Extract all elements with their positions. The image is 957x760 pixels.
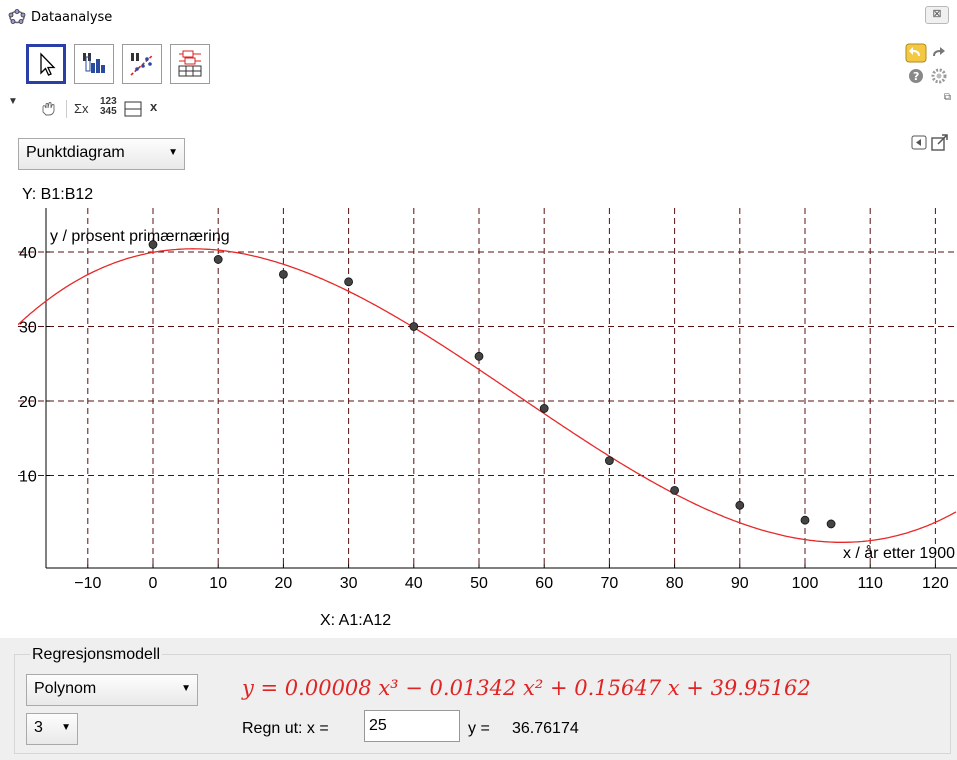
x-tick-label: 70 — [601, 575, 619, 592]
close-button[interactable]: ⊠ — [925, 6, 949, 24]
style-bar: ▼ Σx 123 345 x ⧉ — [0, 92, 957, 124]
x-tick-label: 90 — [731, 575, 749, 592]
y-source-label: Y: B1:B12 — [22, 186, 94, 203]
chevron-down-icon: ▼ — [61, 722, 71, 733]
svg-text:?: ? — [913, 70, 919, 83]
data-point — [148, 240, 158, 249]
regression-panel: Regresjonsmodell Polynom ▼ 3 ▼ y = 0.000… — [0, 638, 957, 760]
move-tool-button[interactable] — [26, 44, 66, 84]
y-tick-label: 30 — [19, 320, 37, 337]
y-tick-label: 20 — [19, 394, 37, 411]
hand-pan-icon[interactable] — [40, 102, 58, 116]
toolbar: ? — [0, 38, 957, 94]
two-variable-regression-button[interactable] — [122, 44, 162, 84]
data-point — [474, 351, 484, 361]
evaluate-y-result: 36.76174 — [512, 720, 579, 737]
data-point — [213, 255, 223, 264]
settings-gear-icon[interactable] — [931, 68, 947, 84]
x-axis-label: x / år etter 1900 — [843, 544, 955, 562]
x-tick-label: 50 — [470, 575, 488, 592]
polynomial-degree-value: 3 — [34, 719, 43, 736]
x-tick-label: 100 — [792, 575, 819, 592]
plot-type-dropdown[interactable]: Punktdiagram ▼ — [18, 138, 185, 170]
stylebar-separator — [66, 100, 67, 118]
polynomial-degree-dropdown[interactable]: 3 ▼ — [26, 713, 78, 745]
data-point — [826, 519, 836, 529]
undo-redo-help-group: ? — [905, 42, 951, 88]
source-data-x-button[interactable]: x — [150, 99, 158, 114]
stylebar-toggle-icon[interactable]: ▼ — [8, 96, 18, 107]
evaluate-x-input[interactable] — [364, 710, 460, 742]
scatter-plot[interactable]: −10 0 10 20 30 40 50 60 70 80 90 100 110 120 10 20 30 40 y… — [18, 208, 957, 608]
data-point — [409, 322, 419, 331]
data-point — [344, 277, 354, 287]
evaluate-y-label: y = — [468, 720, 490, 737]
regression-frame — [14, 654, 951, 754]
x-tick-label: 20 — [275, 575, 293, 592]
x-tick-label: 10 — [209, 575, 227, 592]
title-bar: Dataanalyse ⊠ — [0, 0, 957, 38]
regression-curve — [18, 248, 957, 543]
one-variable-stats-button[interactable] — [74, 44, 114, 84]
data-point — [670, 485, 679, 495]
window-title: Dataanalyse — [31, 10, 113, 25]
help-icon[interactable]: ? — [909, 69, 923, 83]
x-tick-label: −10 — [74, 575, 101, 592]
geogebra-logo-icon — [8, 9, 26, 24]
regression-equation: y = 0.00008 x³ − 0.01342 x² + 0.15647 x … — [242, 676, 811, 700]
x-tick-label: 120 — [922, 575, 949, 592]
multi-variable-stats-button[interactable] — [170, 44, 210, 84]
regression-model-dropdown[interactable]: Polynom ▼ — [26, 674, 198, 706]
data-point — [605, 456, 614, 466]
y-axis-label: y / prosent primærnæring — [50, 228, 230, 245]
data-table-numbers-button[interactable]: 123 345 — [100, 96, 117, 117]
box-plot-table-icon — [178, 50, 202, 77]
regression-model-title: Regresjonsmodell — [30, 646, 163, 664]
evaluate-label: Regn ut: x = — [242, 720, 329, 737]
x-tick-label: 40 — [405, 575, 423, 592]
statistics-sigma-button[interactable]: Σx — [74, 101, 89, 116]
chevron-down-icon: ▼ — [168, 147, 178, 158]
x-tick-label: 80 — [666, 575, 684, 592]
regression-model-value: Polynom — [34, 680, 97, 697]
y-tick-label: 10 — [19, 469, 37, 486]
scatter-regression-icon — [130, 53, 154, 76]
table-layout-icon[interactable] — [124, 101, 142, 117]
data-point — [539, 404, 549, 413]
data-point — [800, 515, 810, 525]
chevron-down-icon: ▼ — [181, 683, 191, 694]
panel-dock-icon[interactable]: ⧉ — [943, 92, 951, 103]
collapse-panel-icon[interactable] — [911, 135, 927, 150]
x-tick-label: 110 — [857, 575, 883, 592]
plot-type-value: Punktdiagram — [26, 144, 125, 161]
data-point — [278, 269, 288, 279]
undo-icon[interactable] — [905, 43, 927, 63]
x-tick-label: 60 — [535, 575, 553, 592]
x-source-label: X: A1:A12 — [320, 612, 392, 629]
x-tick-label: 0 — [149, 575, 158, 592]
export-window-icon[interactable] — [931, 134, 948, 151]
y-tick-label: 40 — [19, 245, 37, 262]
cursor-arrow-icon — [40, 52, 56, 76]
redo-icon[interactable] — [933, 47, 945, 56]
bar-chart-icon — [83, 53, 105, 73]
x-tick-label: 30 — [340, 575, 358, 592]
data-point — [735, 500, 745, 510]
plot-panel-icons — [911, 134, 949, 157]
